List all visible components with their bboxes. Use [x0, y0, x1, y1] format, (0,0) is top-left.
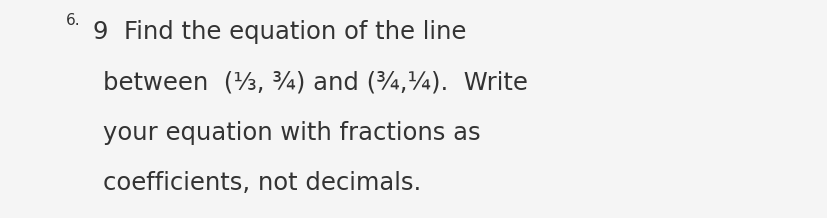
Text: between  (⅓, ¾) and (¾,¼).  Write: between (⅓, ¾) and (¾,¼). Write	[103, 71, 528, 95]
Text: coefficients, not decimals.: coefficients, not decimals.	[103, 171, 421, 195]
Text: 9  Find the equation of the line: 9 Find the equation of the line	[93, 20, 466, 44]
Text: 6.: 6.	[66, 13, 81, 28]
Text: your equation with fractions as: your equation with fractions as	[103, 121, 480, 145]
